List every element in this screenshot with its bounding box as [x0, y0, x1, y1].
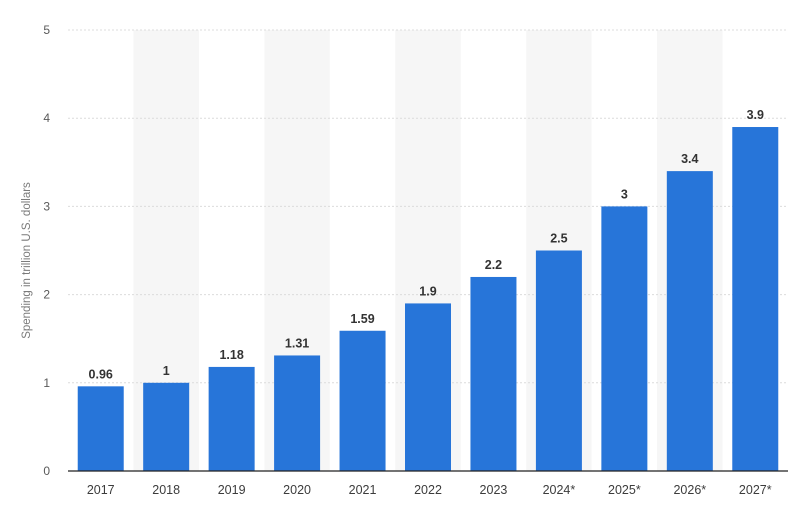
- bar: [666, 171, 713, 471]
- x-tick-label: 2026*: [673, 483, 706, 497]
- y-tick-label: 5: [43, 23, 50, 37]
- y-tick-label: 0: [43, 464, 50, 478]
- data-label: 2.5: [550, 232, 567, 246]
- bar: [274, 355, 321, 471]
- data-label: 3.4: [681, 152, 698, 166]
- x-tick-label: 2021: [349, 483, 377, 497]
- data-label: 1.18: [219, 348, 243, 362]
- y-tick-label: 4: [43, 111, 50, 125]
- data-label: 1.9: [419, 284, 436, 298]
- x-tick-label: 2022: [414, 483, 442, 497]
- x-tick-label: 2024*: [543, 483, 576, 497]
- data-labels: 0.96 1 1.18 1.31 1.59 1.9 2.2 2.5 3 3.4 3.9: [89, 108, 764, 381]
- data-label: 1.31: [285, 336, 309, 350]
- y-tick-label: 3: [43, 199, 50, 213]
- bar: [339, 330, 386, 471]
- x-axis-ticks: 2017 2018 2019 2020 2021 2022 2023 2024* 2025* 20…: [87, 483, 772, 497]
- y-tick-label: 1: [43, 376, 50, 390]
- data-label: 1: [163, 364, 170, 378]
- bar: [77, 386, 124, 471]
- bar: [732, 127, 779, 472]
- y-tick-label: 2: [43, 288, 50, 302]
- bar: [601, 206, 648, 471]
- bar: [535, 250, 582, 471]
- bar: [208, 366, 255, 471]
- data-label: 3: [621, 187, 628, 201]
- bar: [143, 382, 190, 471]
- y-axis-ticks: 0 1 2 3 4 5: [43, 23, 50, 478]
- data-label: 0.96: [89, 367, 113, 381]
- x-tick-label: 2027*: [739, 483, 772, 497]
- data-label: 1.59: [350, 312, 374, 326]
- data-label: 2.2: [485, 258, 502, 272]
- x-tick-label: 2018: [152, 483, 180, 497]
- data-label: 3.9: [747, 108, 764, 122]
- x-tick-label: 2017: [87, 483, 115, 497]
- x-tick-label: 2020: [283, 483, 311, 497]
- x-tick-label: 2025*: [608, 483, 641, 497]
- x-tick-label: 2023: [480, 483, 508, 497]
- bars: [77, 127, 779, 472]
- bar: [470, 276, 517, 471]
- x-tick-label: 2019: [218, 483, 246, 497]
- bar: [405, 303, 451, 471]
- y-axis-title: Spending in trillion U.S. dollars: [21, 182, 33, 339]
